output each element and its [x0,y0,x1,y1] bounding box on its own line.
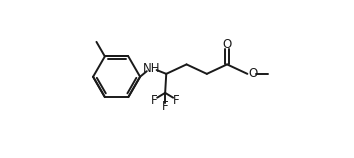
Text: F: F [162,100,169,113]
Text: F: F [150,94,157,107]
Text: O: O [222,38,232,51]
Text: O: O [249,67,258,80]
Text: F: F [173,94,180,107]
Text: NH: NH [143,62,160,75]
